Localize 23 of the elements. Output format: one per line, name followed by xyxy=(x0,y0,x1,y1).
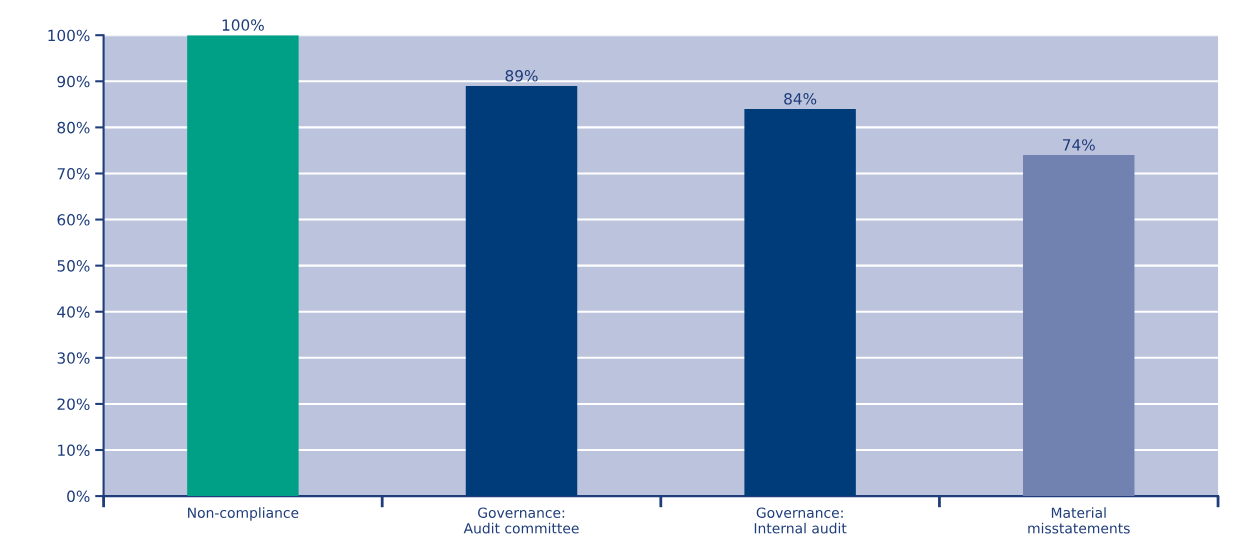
y-tick-label: 40% xyxy=(57,306,90,318)
bar xyxy=(1023,155,1135,497)
bar xyxy=(744,108,856,497)
y-tick-label: 70% xyxy=(57,167,90,180)
data-label: 74% xyxy=(1063,139,1095,151)
x-tick-label: Governance: Audit committee xyxy=(463,507,579,534)
x-tick-label: Material misstatements xyxy=(1028,507,1130,534)
bar xyxy=(465,85,578,497)
y-tick-label: 50% xyxy=(57,260,90,272)
data-label: 100% xyxy=(222,19,264,31)
x-tick-label: Non-compliance xyxy=(188,507,299,521)
y-tick-label: 20% xyxy=(57,398,90,410)
data-label: 89% xyxy=(505,69,538,82)
data-label: 84% xyxy=(784,93,817,105)
y-tick-label: 100% xyxy=(48,29,90,42)
y-tick-label: 90% xyxy=(57,75,90,88)
x-tick-label: Governance: Internal audit xyxy=(754,507,847,534)
y-tick-label: 80% xyxy=(57,121,90,134)
y-tick-label: 10% xyxy=(58,444,90,457)
bar xyxy=(187,35,299,497)
y-tick-label: 30% xyxy=(57,352,90,364)
y-tick-label: 0% xyxy=(67,490,90,503)
y-tick-label: 60% xyxy=(57,214,90,226)
